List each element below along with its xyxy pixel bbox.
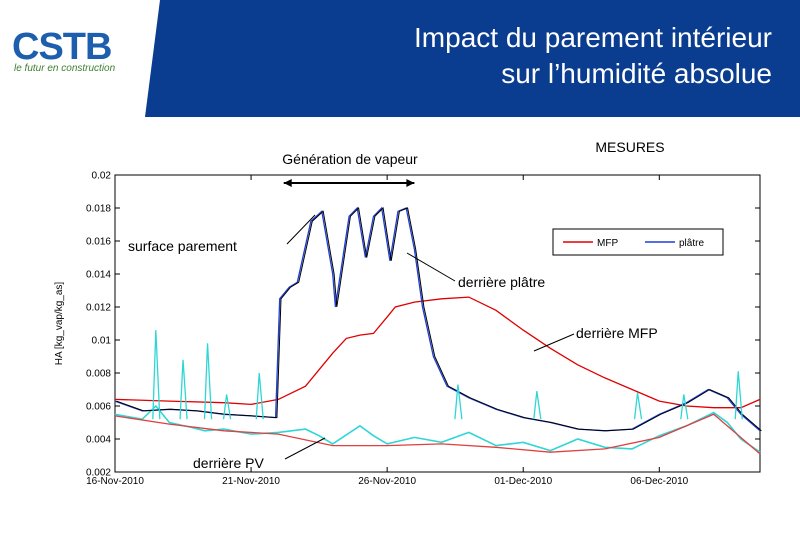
spike-mark — [203, 343, 213, 420]
annotation-platre: derrière plâtre — [458, 274, 545, 290]
y-tick-label: 0.014 — [86, 270, 111, 281]
annotation-pv-pointer — [284, 437, 326, 460]
y-tick-label: 0.02 — [92, 171, 112, 182]
humidity-chart: 0.002 0.004 0.006 0.008 0.01 0.012 0.014 0.016 0… — [54, 139, 762, 487]
legend-label: MFP — [597, 238, 618, 249]
spike-mark — [152, 330, 161, 420]
y-axis-label: HA [kg_vap/kg_as] — [54, 282, 65, 366]
annotation-mfp-pointer — [533, 333, 575, 352]
y-tick-label: 0.016 — [86, 237, 111, 248]
vapor-arrow-head-left — [283, 179, 292, 187]
annotation-mfp: derrière MFP — [576, 325, 658, 341]
y-tick-label: 0.012 — [86, 303, 111, 314]
annotation-pv: derrière PV — [193, 455, 264, 471]
x-tick-label: 01-Dec-2010 — [494, 476, 552, 487]
series-derri-re-pv — [114, 404, 761, 453]
header-band: CSTB le futur en construction Impact du … — [0, 0, 800, 117]
spike-mark — [680, 394, 689, 420]
page-title: Impact du parement intérieur sur l’humid… — [414, 20, 772, 92]
chart-subtitle: MESURES — [595, 139, 664, 155]
y-tick-label: 0.018 — [86, 204, 111, 215]
title-line-2: sur l’humidité absolue — [501, 58, 772, 89]
logo: CSTB le futur en construction — [10, 26, 140, 86]
spike-mark — [179, 359, 188, 420]
x-tick-label: 16-Nov-2010 — [86, 476, 144, 487]
annotation-vapeur: Génération de vapeur — [282, 151, 418, 167]
y-tick-label: 0.002 — [86, 468, 111, 479]
plot-area — [114, 174, 761, 473]
spike-mark — [255, 372, 264, 420]
logo-tagline: le futur en construction — [14, 63, 116, 74]
logo-text: CSTB — [12, 26, 112, 68]
title-line-1: Impact du parement intérieur — [414, 22, 772, 53]
spike-mark — [734, 371, 743, 420]
y-tick-label: 0.008 — [86, 369, 111, 380]
y-tick-label: 0.006 — [86, 402, 111, 413]
series-derri-re-pv-rouge — [114, 413, 761, 455]
series-mfp — [114, 296, 761, 409]
x-tick-label: 06-Dec-2010 — [630, 476, 688, 487]
legend-label: plâtre — [679, 238, 704, 249]
vapor-arrow-head-right — [406, 179, 415, 187]
annotation-surface-pointer — [286, 214, 316, 245]
x-tick-label: 26-Nov-2010 — [358, 476, 416, 487]
y-tick-label: 0.004 — [86, 435, 111, 446]
spike-mark — [222, 394, 232, 420]
spike-mark — [454, 384, 463, 420]
spike-mark — [533, 391, 542, 420]
x-tick-label: 21-Nov-2010 — [222, 476, 280, 487]
annotation-surface: surface parement — [128, 238, 237, 254]
spike-mark — [633, 392, 643, 420]
header-background — [145, 0, 800, 117]
title-banner — [145, 0, 800, 117]
annotation-platre-pointer — [406, 252, 456, 282]
y-tick-label: 0.01 — [92, 336, 112, 347]
series-plâtre-shadow — [116, 206, 762, 432]
